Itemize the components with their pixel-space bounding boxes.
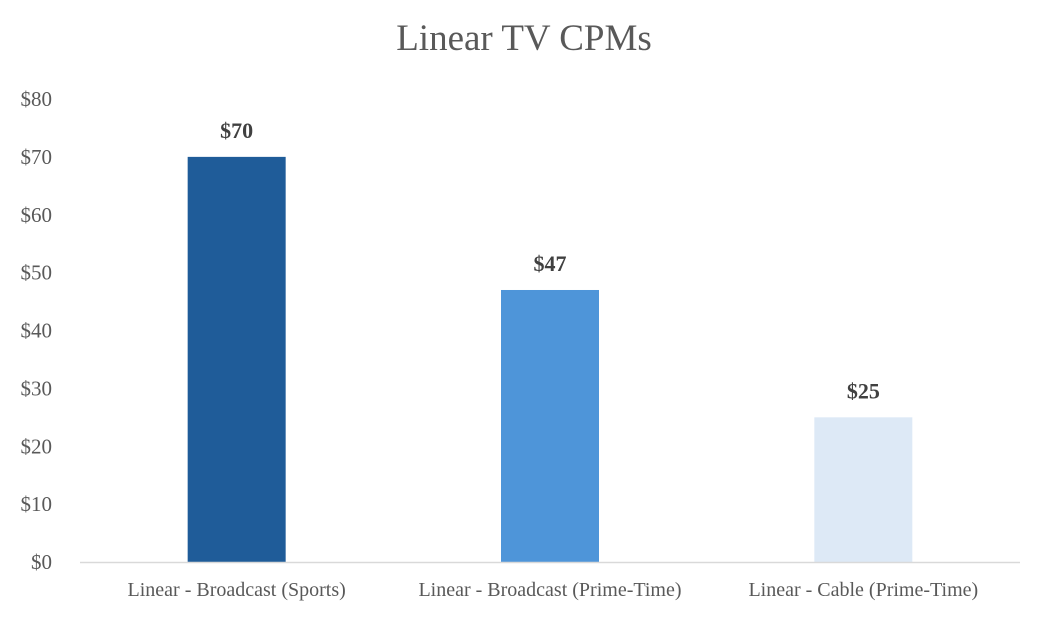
- bars: [187, 156, 913, 562]
- y-tick-label: $40: [21, 319, 53, 343]
- y-tick-label: $20: [21, 434, 53, 458]
- x-axis-labels: Linear - Broadcast (Sports) Linear - Broa…: [128, 579, 979, 601]
- y-tick-label: $60: [21, 203, 53, 227]
- x-tick-label: Linear - Broadcast (Sports): [128, 579, 346, 601]
- y-tick-label: $80: [21, 87, 53, 111]
- data-labels: $70 $47 $25: [220, 118, 880, 403]
- y-tick-label: $50: [21, 261, 53, 285]
- bar: [501, 289, 599, 562]
- x-tick-label: Linear - Broadcast (Prime-Time): [418, 579, 681, 601]
- data-label: $70: [220, 118, 253, 143]
- y-axis-labels: $0 $10 $20 $30 $40 $50 $60 $70 $80: [21, 87, 53, 574]
- chart-title: Linear TV CPMs: [396, 18, 652, 59]
- x-tick-label: Linear - Cable (Prime-Time): [748, 579, 978, 601]
- bar: [187, 156, 286, 562]
- data-label: $47: [534, 251, 567, 276]
- data-label: $25: [847, 378, 880, 403]
- y-tick-label: $70: [21, 145, 53, 169]
- bar: [814, 417, 913, 562]
- y-tick-label: $0: [31, 550, 52, 574]
- y-tick-label: $10: [21, 492, 53, 516]
- y-tick-label: $30: [21, 376, 53, 400]
